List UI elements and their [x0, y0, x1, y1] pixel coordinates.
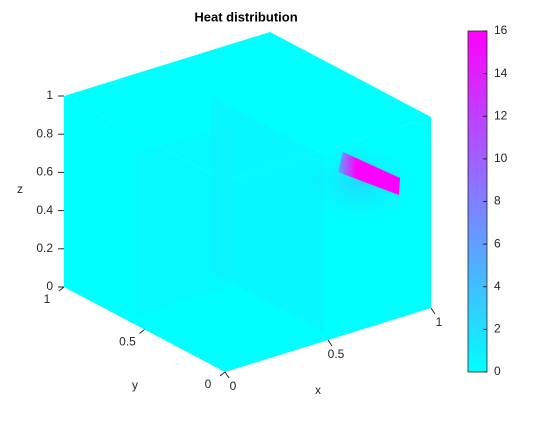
x-tick-label: 1: [436, 315, 443, 329]
left-face: [64, 96, 225, 372]
slice-shade: [136, 124, 230, 316]
colorbar-tick-label: 16: [494, 23, 508, 37]
z-tick-label: 0: [46, 279, 53, 293]
z-tick-label: 0.4: [36, 203, 53, 217]
colorbar-tick-label: 0: [494, 364, 501, 378]
z-tick-label: 0.2: [36, 241, 53, 255]
z-tick-label: 0.8: [36, 126, 53, 140]
colorbar-tick-label: 4: [494, 279, 501, 293]
z-tick-label: 0.6: [36, 165, 53, 179]
slice-shade: [211, 96, 324, 332]
x-axis-label: x: [315, 383, 321, 397]
heat-glow: [305, 150, 415, 230]
colorbar-tick-label: 10: [494, 151, 508, 165]
colorbar-tick-label: 2: [494, 322, 501, 336]
heat-spot: [338, 152, 400, 195]
top-face: [64, 32, 431, 181]
y-axis-label: y: [132, 378, 138, 392]
colorbar-tick-label: 6: [494, 236, 501, 250]
y-tick: [219, 371, 226, 377]
colorbar-tick-label: 14: [494, 66, 508, 80]
colorbar-tick-label: 8: [494, 194, 501, 208]
colorbar-tick-label: 12: [494, 108, 508, 122]
volume: [64, 32, 431, 372]
z-axis-label: z: [17, 182, 23, 196]
chart-title: Heat distribution: [194, 9, 297, 24]
z-tick-label: 1: [46, 88, 53, 102]
y-tick-label: 0.5: [119, 335, 136, 349]
y-tick: [139, 329, 145, 334]
y-tick: [58, 286, 65, 292]
x-tick: [224, 371, 230, 379]
x-tick-label: 0.5: [328, 347, 345, 361]
x-tick-label: 0: [230, 379, 237, 393]
y-tick-label: 1: [44, 292, 51, 306]
x-tick: [430, 307, 436, 315]
x-tick: [327, 339, 333, 347]
y-tick-label: 0: [205, 377, 212, 391]
